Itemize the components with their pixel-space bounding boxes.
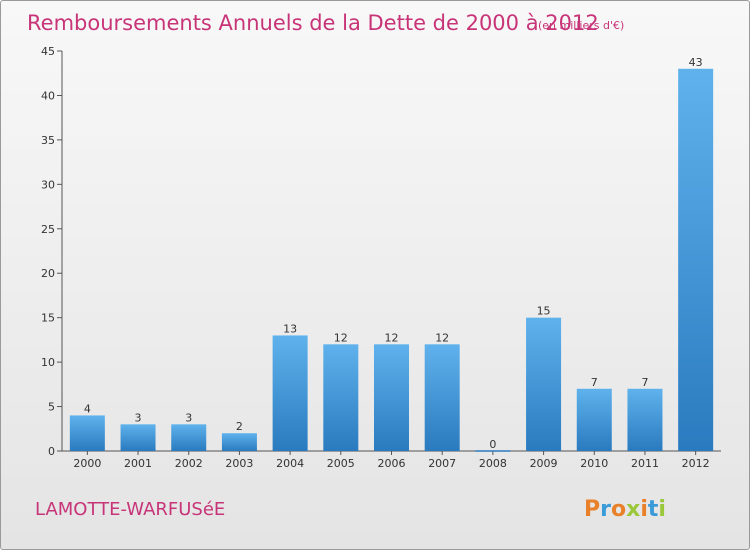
x-tick-label: 2003	[225, 457, 253, 470]
x-tick-label: 2007	[428, 457, 456, 470]
y-tick-label: 0	[48, 445, 55, 458]
data-label-2001: 3	[135, 411, 142, 424]
y-tick-label: 45	[41, 45, 55, 58]
bar-2010	[576, 388, 612, 451]
data-label-2012: 43	[689, 56, 703, 69]
bar-2003	[221, 433, 257, 451]
bar-2004	[272, 335, 308, 451]
y-tick-label: 35	[41, 134, 55, 147]
x-tick-label: 2010	[580, 457, 608, 470]
logo-letter: x	[626, 497, 640, 522]
x-tick-label: 2006	[378, 457, 406, 470]
x-tick-label: 2005	[327, 457, 355, 470]
data-label-2000: 4	[84, 402, 91, 415]
x-tick-label: 2009	[530, 457, 558, 470]
x-tick-label: 2000	[73, 457, 101, 470]
y-tick-label: 40	[41, 89, 55, 102]
data-label-2008: 0	[489, 438, 496, 451]
y-tick-label: 20	[41, 267, 55, 280]
x-tick-label: 2001	[124, 457, 152, 470]
bar-2011	[627, 388, 663, 451]
data-label-2009: 15	[537, 305, 551, 318]
data-label-2011: 7	[641, 376, 648, 389]
logo-letter: r	[600, 497, 611, 522]
data-label-2002: 3	[185, 411, 192, 424]
commune-name: LAMOTTE-WARFUSéE	[35, 499, 225, 520]
bars	[69, 68, 714, 452]
bar-2012	[678, 68, 714, 452]
bar-2007	[424, 344, 460, 451]
bar-2001	[120, 424, 156, 451]
bar-2006	[374, 344, 409, 451]
x-tick-label: 2011	[631, 457, 659, 470]
chart-unit: (en milliers d'€)	[538, 19, 624, 32]
data-label-2006: 12	[385, 331, 399, 344]
data-label-2003: 2	[236, 420, 243, 433]
y-tick-label: 30	[41, 178, 55, 191]
x-tick-label: 2002	[175, 457, 203, 470]
data-label-2004: 13	[283, 322, 297, 335]
bar-2002	[171, 424, 207, 451]
data-label-2007: 12	[435, 331, 449, 344]
chart-title: Remboursements Annuels de la Dette de 20…	[27, 11, 599, 35]
y-tick-label: 25	[41, 223, 55, 236]
bar-2005	[323, 344, 359, 451]
bar-2009	[526, 317, 562, 451]
logo-letter: t	[648, 497, 659, 522]
proxiti-logo: Proxiti	[584, 497, 666, 522]
logo-letter: o	[611, 497, 626, 522]
logo-letter: P	[584, 497, 600, 522]
data-label-2010: 7	[591, 376, 598, 389]
x-tick-label: 2004	[276, 457, 304, 470]
bar-2000	[69, 415, 105, 451]
y-tick-label: 15	[41, 312, 55, 325]
x-tick-label: 2012	[682, 457, 710, 470]
logo-letter: i	[658, 497, 666, 522]
x-tick-label: 2008	[479, 457, 507, 470]
data-label-2005: 12	[334, 331, 348, 344]
y-tick-label: 10	[41, 356, 55, 369]
y-tick-label: 5	[48, 401, 55, 414]
logo-letter: i	[640, 497, 648, 522]
